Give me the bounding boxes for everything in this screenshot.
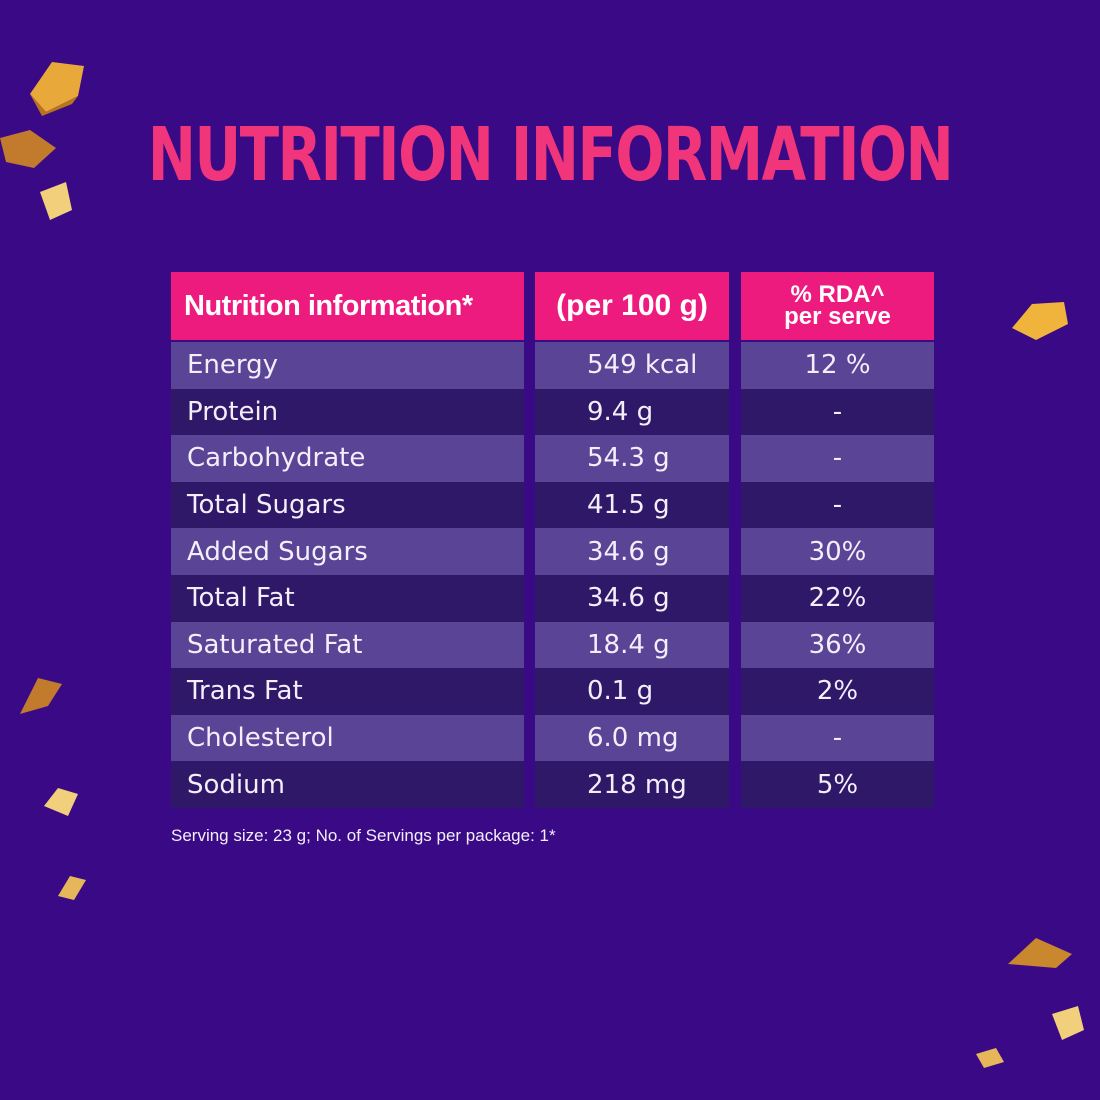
table-cell: 30%: [741, 528, 934, 575]
caramel-piece-icon: [40, 182, 72, 220]
table-cell: 41.5 g: [535, 481, 729, 529]
caramel-piece-icon: [1008, 938, 1072, 968]
table-row: Sodium: [171, 761, 524, 808]
table-cell: 54.3 g: [535, 435, 729, 482]
table-row: Protein: [171, 388, 524, 436]
table-cell: 12 %: [741, 342, 934, 389]
table-cell: 36%: [741, 621, 934, 669]
table-cell: -: [741, 481, 934, 529]
table-cell: -: [741, 435, 934, 482]
table-cell: 6.0 mg: [535, 714, 729, 762]
caramel-piece-icon: [1052, 1006, 1084, 1040]
caramel-piece-icon: [20, 678, 62, 714]
table-cell: 22%: [741, 574, 934, 622]
table-cell: 9.4 g: [535, 388, 729, 436]
table-cell: 2%: [741, 668, 934, 715]
table-row: Total Fat: [171, 574, 524, 622]
table-cell: 218 mg: [535, 761, 729, 808]
table-cell: -: [741, 388, 934, 436]
nutrient-name-column: Nutrition information* Energy Protein Ca…: [171, 272, 524, 808]
caramel-piece-icon: [30, 62, 84, 116]
table-row: Saturated Fat: [171, 621, 524, 669]
table-cell: 549 kcal: [535, 342, 729, 389]
caramel-piece-icon: [1012, 302, 1068, 340]
table-row: Total Sugars: [171, 481, 524, 529]
table-cell: 34.6 g: [535, 574, 729, 622]
table-cell: 34.6 g: [535, 528, 729, 575]
caramel-piece-icon: [58, 876, 86, 900]
per-100g-column: (per 100 g) 549 kcal 9.4 g 54.3 g 41.5 g…: [535, 272, 729, 808]
table-cell: 0.1 g: [535, 668, 729, 715]
caramel-piece-icon: [976, 1048, 1004, 1068]
rda-header: % RDA^ per serve: [741, 272, 934, 342]
rda-header-line2: per serve: [784, 303, 891, 330]
table-row: Trans Fat: [171, 668, 524, 715]
serving-footnote: Serving size: 23 g; No. of Servings per …: [171, 826, 556, 845]
table-row: Energy: [171, 342, 524, 389]
table-row: Added Sugars: [171, 528, 524, 575]
caramel-piece-icon: [44, 788, 78, 816]
per-100g-header: (per 100 g): [535, 272, 729, 342]
table-cell: 5%: [741, 761, 934, 808]
table-cell: -: [741, 714, 934, 762]
nutrient-name-header: Nutrition information*: [171, 272, 524, 342]
page-title: NUTRITION INFORMATION: [147, 112, 954, 198]
table-row: Cholesterol: [171, 714, 524, 762]
rda-header-line1: % RDA^: [790, 281, 885, 308]
caramel-piece-icon: [0, 130, 56, 168]
rda-column: % RDA^ per serve 12 % - - - 30% 22% 36% …: [741, 272, 934, 808]
table-cell: 18.4 g: [535, 621, 729, 669]
table-row: Carbohydrate: [171, 435, 524, 482]
